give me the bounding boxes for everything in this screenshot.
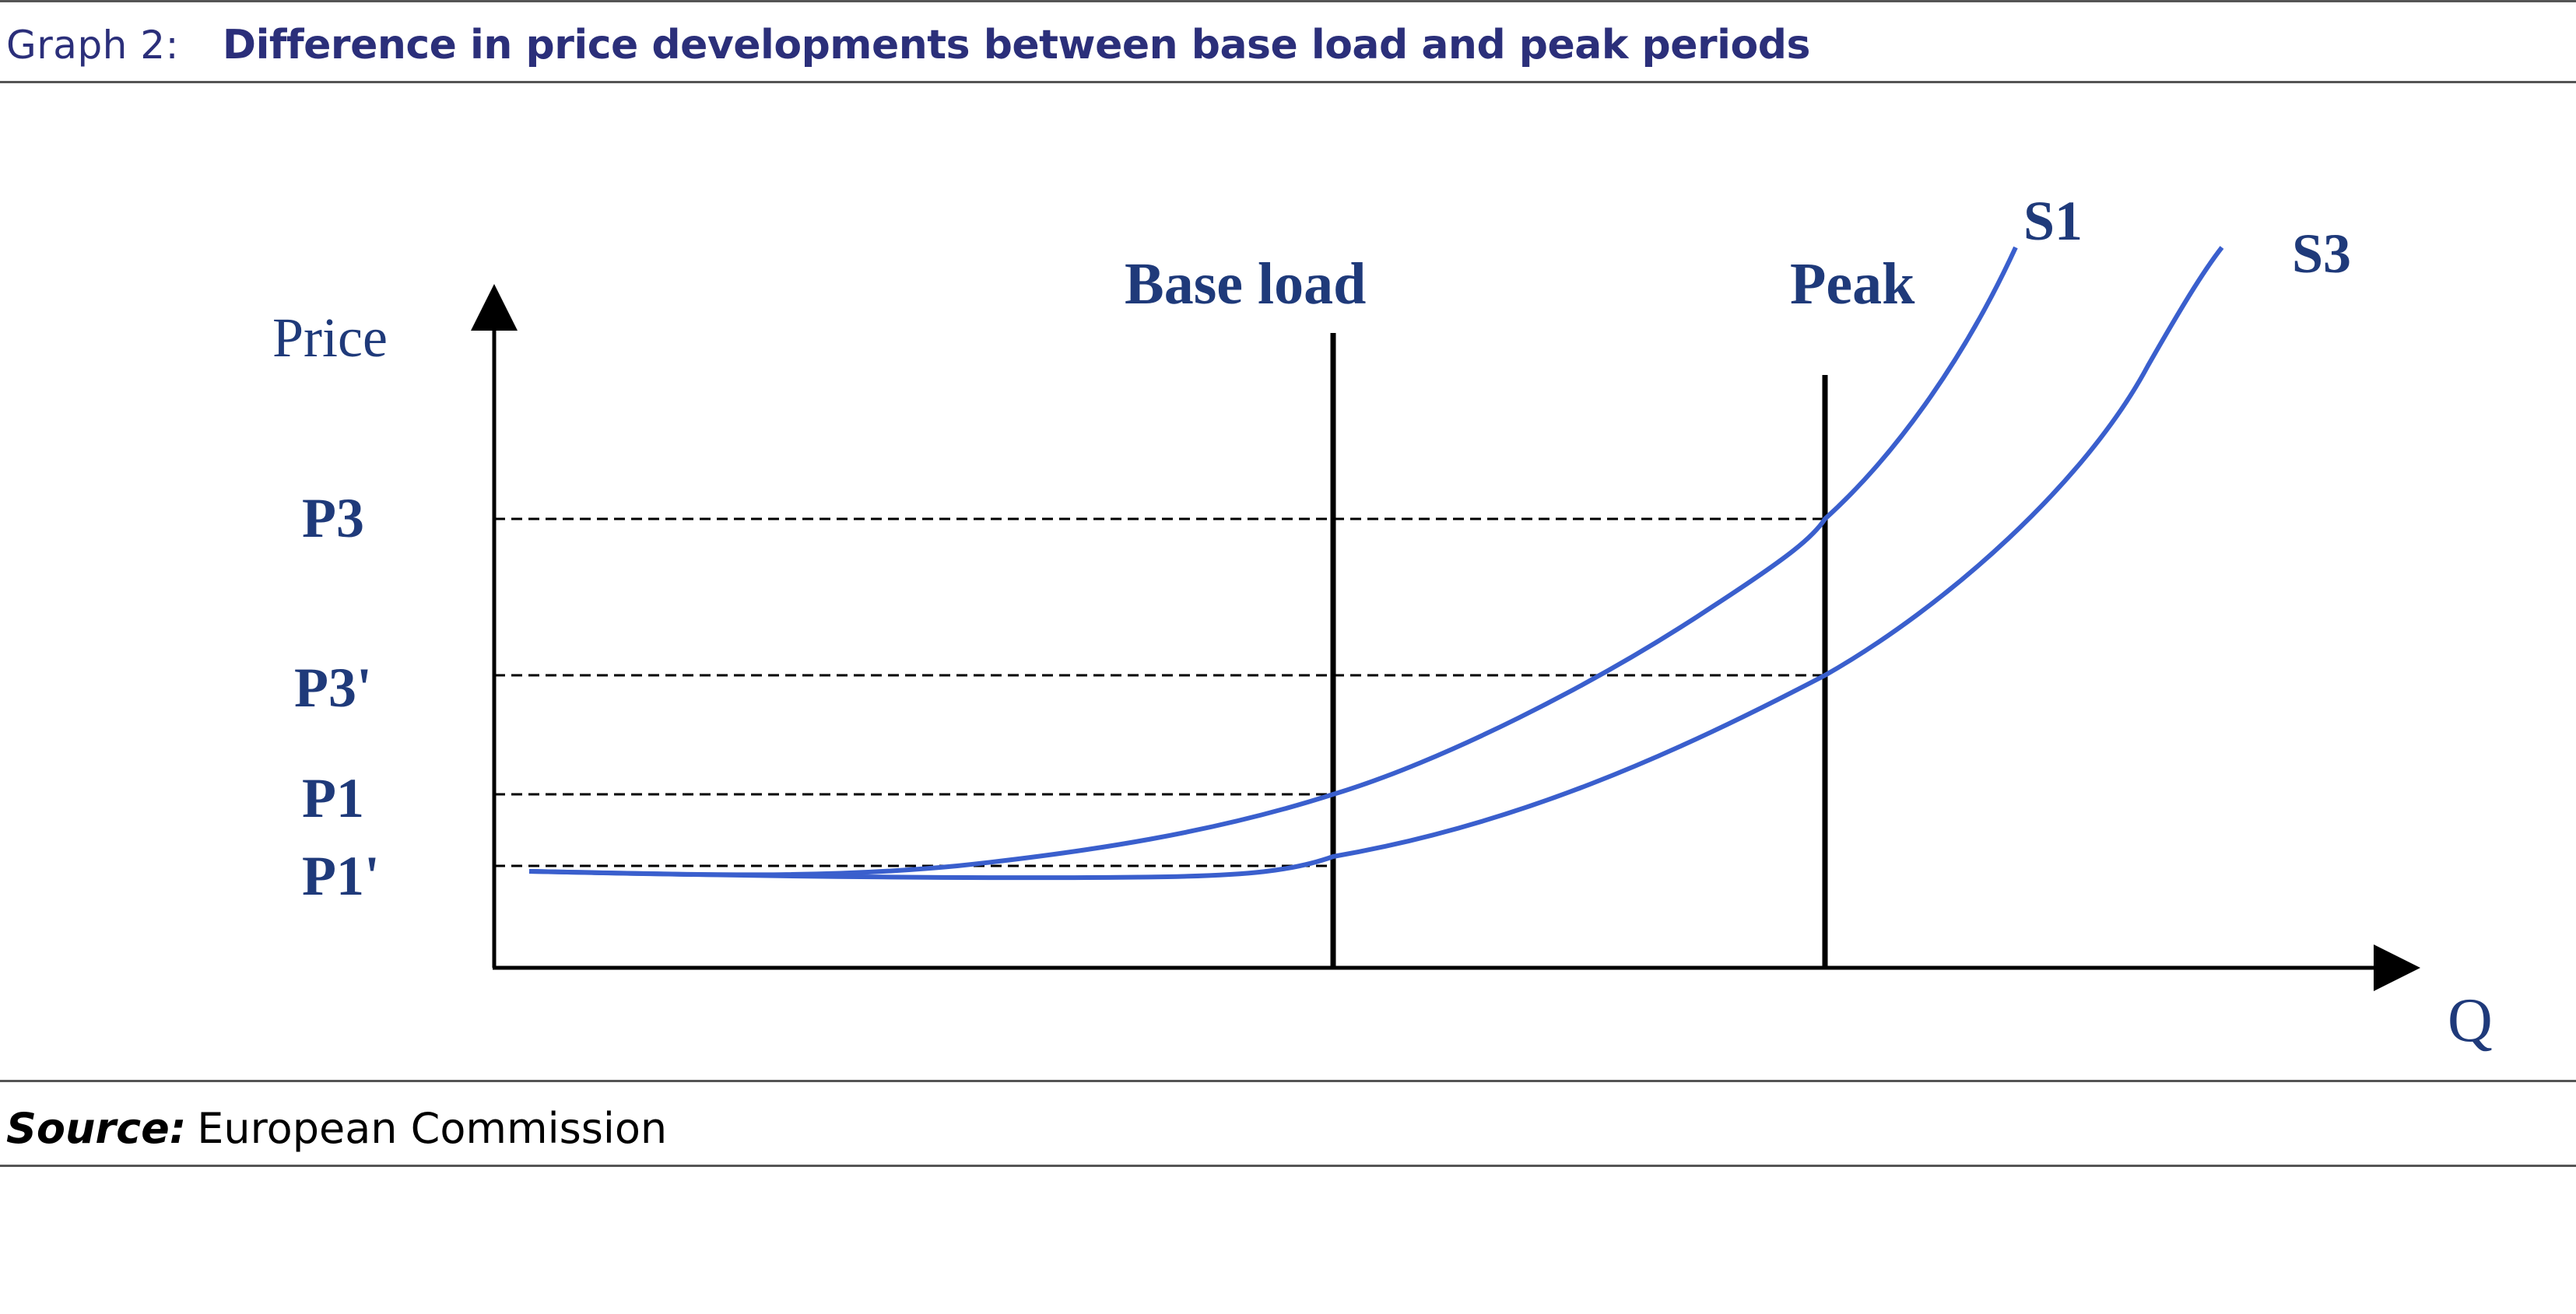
- graph-title: Difference in price developments between…: [222, 22, 1810, 68]
- price-label-p3-prime: P3': [294, 657, 372, 719]
- curve-label-s3: S3: [2292, 223, 2351, 285]
- curve-label-s1: S1: [2023, 190, 2083, 252]
- top-rule: [0, 0, 2576, 2]
- source-line: Source: European Commission: [6, 1097, 667, 1159]
- source-bottom-rule: [0, 1165, 2576, 1167]
- curve-s1: [528, 246, 2018, 878]
- source-top-rule: [0, 1080, 2576, 1082]
- y-axis-label: Price: [272, 307, 388, 369]
- source-text: European Commission: [197, 1103, 668, 1153]
- price-label-p1-prime: P1': [302, 845, 380, 907]
- graph-header: Graph 2: Difference in price development…: [6, 14, 1810, 76]
- source-label: Source:: [6, 1103, 187, 1153]
- header-bottom-rule: [0, 81, 2576, 83]
- peak-label: Peak: [1790, 251, 1915, 317]
- price-label-p3: P3: [302, 487, 364, 549]
- x-axis-label: Q: [2448, 986, 2493, 1055]
- price-label-p1: P1: [302, 767, 364, 829]
- base-load-label: Base load: [1125, 251, 1366, 317]
- graph-number: Graph 2:: [6, 23, 179, 68]
- curve-s3: [528, 246, 2224, 881]
